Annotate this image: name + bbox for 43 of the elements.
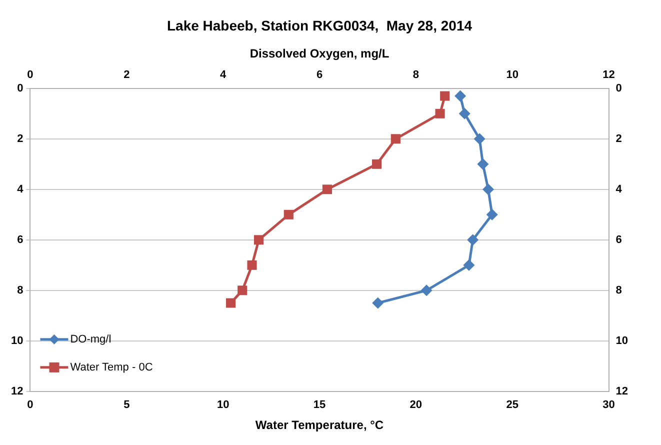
y-tick-label: 4 xyxy=(17,183,24,196)
x2-tick-label: 8 xyxy=(412,68,419,81)
y2-tick-label: 8 xyxy=(616,284,622,296)
y-tick-label: 10 xyxy=(10,334,24,347)
y-tick-label: 0 xyxy=(17,82,24,94)
y-tick-label: 2 xyxy=(17,132,24,145)
x-tick-label: 15 xyxy=(313,399,326,412)
x2-tick-label: 2 xyxy=(124,68,130,81)
point xyxy=(440,91,450,101)
x2-tick-label: 12 xyxy=(602,68,615,81)
point xyxy=(226,298,236,308)
point xyxy=(435,108,445,118)
point xyxy=(390,134,400,144)
point xyxy=(238,286,248,296)
x-tick-label: 5 xyxy=(124,399,130,412)
legend-label: DO-mg/l xyxy=(70,333,112,346)
y-tick-label: 12 xyxy=(10,385,24,398)
point xyxy=(247,260,257,270)
y2-tick-label: 0 xyxy=(616,82,622,94)
y-tick-label: 6 xyxy=(17,234,24,246)
x-tick-label: 25 xyxy=(506,399,518,412)
point xyxy=(284,210,294,220)
x2-axis-title: Dissolved Oxygen, mg/L xyxy=(250,46,390,60)
x-tick-label: 10 xyxy=(216,399,230,412)
y2-tick-label: 6 xyxy=(616,234,622,246)
y-tick-label: 8 xyxy=(17,284,24,296)
x-axis-title: Water Temperature, °C xyxy=(255,418,384,432)
x2-tick-label: 6 xyxy=(316,68,323,81)
y2-tick-label: 2 xyxy=(616,132,622,145)
y2-tick-label: 4 xyxy=(616,183,623,196)
x2-tick-label: 10 xyxy=(506,68,518,81)
y2-tick-label: 12 xyxy=(616,385,628,398)
x-tick-label: 20 xyxy=(410,399,422,412)
x2-tick-label: 0 xyxy=(27,68,34,81)
legend-label: Water Temp - 0C xyxy=(70,361,153,374)
chart-title: Lake Habeeb, Station RKG0034, May 28, 2014 xyxy=(166,17,472,34)
y2-tick-label: 10 xyxy=(616,334,628,347)
point xyxy=(254,235,264,245)
point xyxy=(372,159,382,169)
x-tick-label: 30 xyxy=(602,399,615,412)
x-tick-label: 0 xyxy=(27,399,34,412)
point xyxy=(322,184,332,194)
x2-tick-label: 4 xyxy=(220,68,228,81)
